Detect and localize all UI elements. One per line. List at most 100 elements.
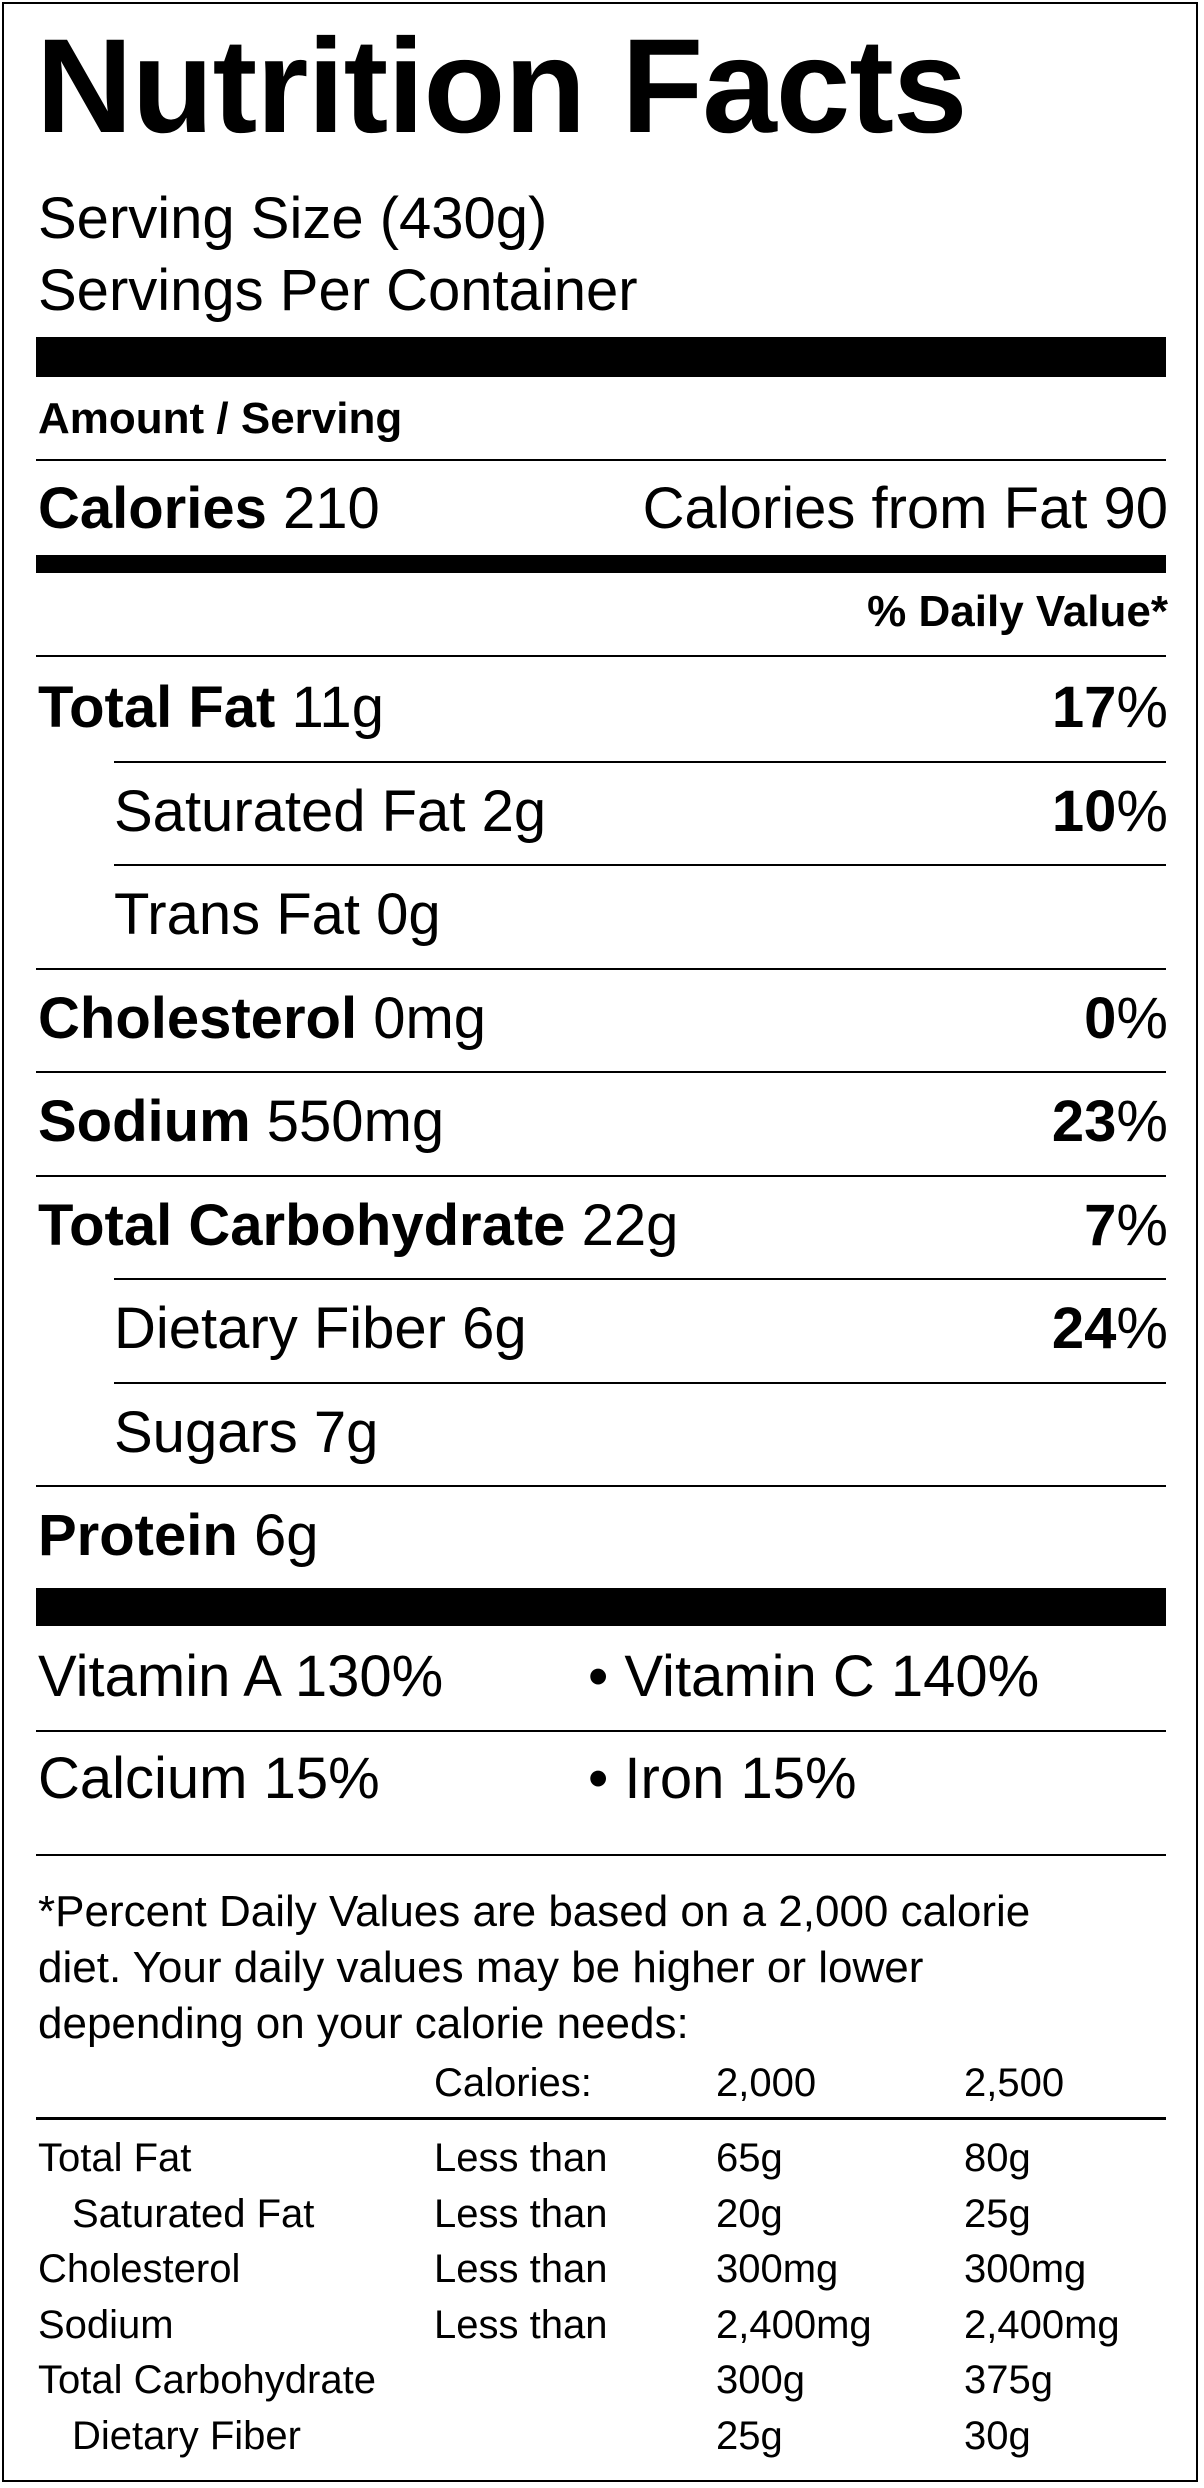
calories-from-fat: Calories from Fat 90	[642, 476, 1168, 541]
ref-qualifier: Less than	[434, 2247, 608, 2291]
ref-value-2500: 80g	[964, 2136, 1031, 2180]
divider	[36, 1071, 1166, 1073]
thick-divider-top	[36, 337, 1166, 377]
ref-nutrient-name: Saturated Fat	[72, 2192, 315, 2236]
nutrient-amount: 0g	[376, 882, 441, 947]
divider	[36, 655, 1166, 657]
ref-table-divider	[36, 2117, 1166, 2120]
nutrient-name: Sodium	[38, 1089, 251, 1154]
percent-sign: %	[1116, 986, 1168, 1051]
ref-value-2500: 30g	[964, 2414, 1031, 2458]
daily-value-number: 0	[1084, 986, 1117, 1051]
vitamin-c: • Vitamin C 140%	[588, 1644, 1040, 1709]
ref-value-2500: 25g	[964, 2192, 1031, 2236]
amount-per-serving: Amount / Serving	[38, 394, 403, 443]
ref-nutrient-name: Total Carbohydrate	[38, 2358, 376, 2402]
nutrient-name: Protein	[38, 1503, 238, 1568]
divider	[36, 1730, 1166, 1732]
nutrient-name: Cholesterol	[38, 986, 358, 1051]
nutrient-amount: 2g	[481, 779, 547, 844]
nutrient-name: Dietary Fiber	[114, 1296, 446, 1361]
ref-qualifier: Less than	[434, 2303, 608, 2347]
nutrient-name: Total Carbohydrate	[38, 1193, 566, 1258]
divider	[36, 968, 1166, 970]
nutrient-amount: 6g	[253, 1503, 319, 1568]
nutrient-name: Trans Fat	[114, 882, 361, 947]
medium-divider	[36, 555, 1166, 573]
nutrient-name: Saturated Fat	[114, 779, 466, 844]
nutrient-daily-value: 0%	[1084, 990, 1168, 1048]
daily-value-number: 24	[1051, 1296, 1117, 1361]
divider	[36, 1175, 1166, 1177]
footnote-line-1: *Percent Daily Values are based on a 2,0…	[38, 1887, 1031, 1936]
ref-value-2000: 25g	[716, 2414, 783, 2458]
nutrient-daily-value: 10%	[1052, 783, 1168, 841]
daily-value-number: 7	[1084, 1193, 1117, 1258]
ref-header-col2: 2,500	[964, 2061, 1065, 2105]
divider	[114, 864, 1166, 866]
calories-label: Calories	[38, 476, 267, 541]
iron: • Iron 15%	[588, 1746, 857, 1811]
nutrient-name: Sugars	[114, 1400, 298, 1465]
calcium: Calcium 15%	[38, 1746, 380, 1811]
nutrient-daily-value: 17%	[1052, 679, 1168, 737]
nutrient-row: Dietary Fiber 6g	[114, 1300, 527, 1358]
percent-sign: %	[1116, 675, 1168, 740]
nutrient-amount: 7g	[313, 1400, 379, 1465]
ref-qualifier: Less than	[434, 2136, 608, 2180]
ref-value-2500: 2,400mg	[964, 2303, 1120, 2347]
daily-value-number: 17	[1051, 675, 1117, 740]
daily-value-header: % Daily Value*	[867, 587, 1168, 636]
nutrient-row: Saturated Fat 2g	[114, 783, 546, 841]
daily-value-number: 23	[1051, 1089, 1117, 1154]
percent-sign: %	[1116, 1193, 1168, 1258]
ref-header-col1: 2,000	[716, 2061, 817, 2105]
percent-sign: %	[1116, 779, 1168, 844]
serving-size: Serving Size (430g)	[38, 186, 548, 251]
nutrient-amount: 550mg	[266, 1089, 445, 1154]
servings-per-container: Servings Per Container	[38, 258, 638, 323]
ref-nutrient-name: Sodium	[38, 2303, 174, 2347]
nutrient-row: Cholesterol 0mg	[38, 990, 486, 1048]
nutrient-amount: 22g	[581, 1193, 679, 1258]
nutrient-amount: 0mg	[373, 986, 487, 1051]
divider	[36, 459, 1166, 461]
nutrient-daily-value: 23%	[1052, 1093, 1168, 1151]
ref-qualifier: Less than	[434, 2192, 608, 2236]
divider	[114, 1278, 1166, 1280]
nutrient-row: Sugars 7g	[114, 1404, 378, 1462]
nutrient-row: Total Fat 11g	[38, 679, 384, 737]
divider	[36, 1854, 1166, 1856]
footnote-line-2: diet. Your daily values may be higher or…	[38, 1943, 924, 1992]
ref-value-2000: 300g	[716, 2358, 805, 2402]
daily-value-number: 10	[1051, 779, 1117, 844]
ref-value-2500: 375g	[964, 2358, 1053, 2402]
ref-nutrient-name: Total Fat	[38, 2136, 192, 2180]
nutrient-amount: 11g	[291, 675, 384, 740]
nutrient-name: Total Fat	[38, 675, 276, 740]
ref-value-2000: 2,400mg	[716, 2303, 872, 2347]
calories-row: Calories 210	[38, 480, 380, 538]
ref-value-2500: 300mg	[964, 2247, 1087, 2291]
footnote-line-3: depending on your calorie needs:	[38, 1999, 689, 2048]
ref-nutrient-name: Dietary Fiber	[72, 2414, 301, 2458]
divider	[36, 1485, 1166, 1487]
calories-value: 210	[283, 476, 380, 541]
nutrient-daily-value: 7%	[1084, 1197, 1168, 1255]
divider	[114, 1382, 1166, 1384]
nutrient-row: Trans Fat 0g	[114, 886, 441, 944]
percent-sign: %	[1116, 1296, 1168, 1361]
ref-value-2000: 65g	[716, 2136, 783, 2180]
nutrient-row: Total Carbohydrate 22g	[38, 1197, 678, 1255]
percent-sign: %	[1116, 1089, 1168, 1154]
nutrient-amount: 6g	[462, 1296, 527, 1361]
thick-divider-bottom	[36, 1588, 1166, 1626]
nutrient-row: Protein 6g	[38, 1507, 318, 1565]
ref-value-2000: 20g	[716, 2192, 783, 2236]
divider	[114, 761, 1166, 763]
nutrient-row: Sodium 550mg	[38, 1093, 444, 1151]
nutrient-daily-value: 24%	[1052, 1300, 1168, 1358]
vitamin-a: Vitamin A 130%	[38, 1644, 444, 1709]
label-title: Nutrition Facts	[36, 12, 967, 161]
